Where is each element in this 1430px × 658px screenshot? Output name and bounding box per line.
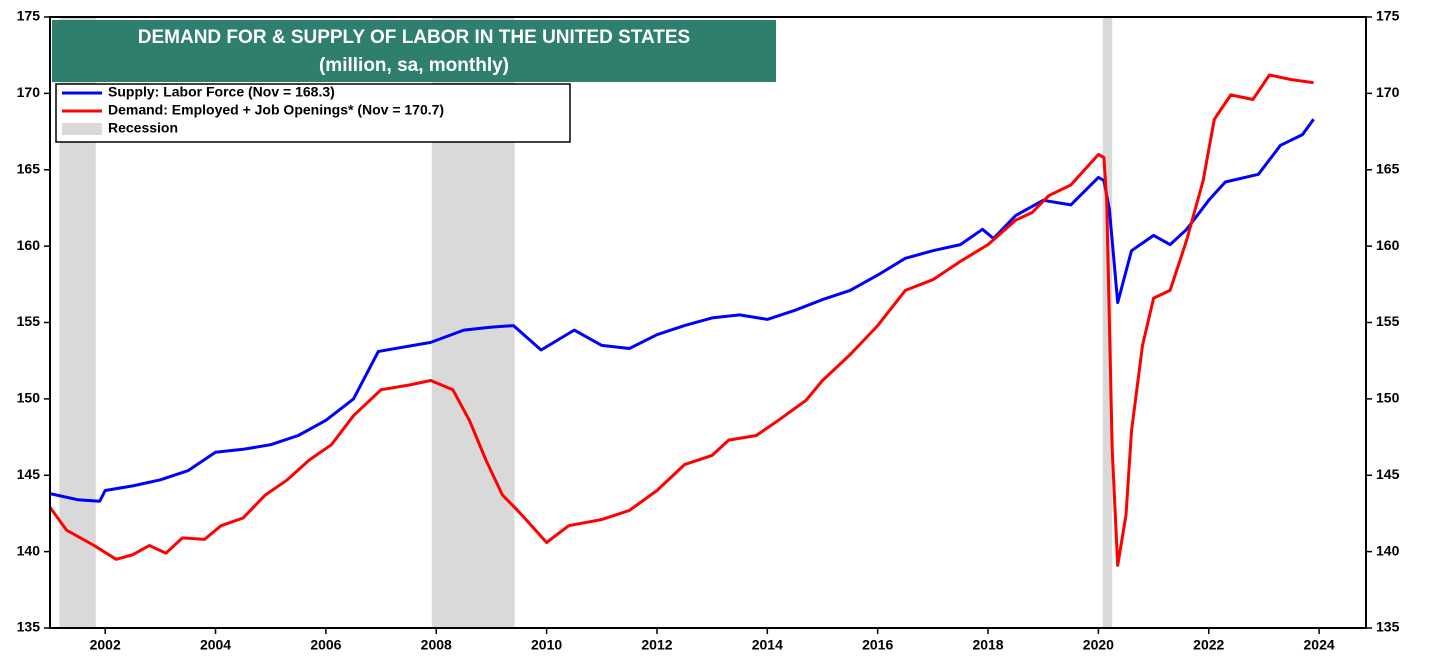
x-tick-label: 2020 — [1083, 637, 1114, 653]
y-tick-label: 170 — [17, 84, 41, 100]
y-tick-label: 160 — [17, 237, 41, 253]
y2-tick-label: 155 — [1376, 313, 1400, 329]
y-tick-label: 165 — [17, 160, 41, 176]
chart-subtitle: (million, sa, monthly) — [319, 55, 509, 76]
y-tick-label: 175 — [17, 8, 41, 24]
x-tick-label: 2022 — [1193, 637, 1224, 653]
title-box — [52, 20, 776, 82]
x-tick-label: 2024 — [1304, 637, 1335, 653]
x-tick-label: 2004 — [200, 637, 231, 653]
x-tick-label: 2010 — [531, 637, 562, 653]
legend-box — [55, 83, 571, 143]
x-tick-label: 2016 — [862, 637, 893, 653]
y-tick-label: 135 — [17, 619, 41, 635]
series-line — [48, 73, 1314, 567]
y2-tick-label: 175 — [1376, 8, 1400, 24]
x-tick-label: 2008 — [421, 637, 452, 653]
y2-tick-label: 140 — [1376, 542, 1400, 558]
legend-label: Demand: Employed + Job Openings* (Nov = … — [108, 102, 444, 118]
x-tick-label: 2014 — [752, 637, 783, 653]
y2-tick-label: 150 — [1376, 390, 1400, 406]
legend-label: Recession — [108, 120, 178, 136]
chart-title: DEMAND FOR & SUPPLY OF LABOR IN THE UNIT… — [138, 27, 690, 48]
x-tick-label: 2006 — [310, 637, 341, 653]
y2-tick-label: 165 — [1376, 160, 1400, 176]
y-tick-label: 145 — [17, 466, 41, 482]
y2-tick-label: 170 — [1376, 84, 1400, 100]
y-tick-label: 140 — [17, 542, 41, 558]
legend: Supply: Labor Force (Nov = 168.3) Demand:… — [55, 83, 571, 143]
series-line — [49, 118, 1315, 503]
x-tick-label: 2018 — [972, 637, 1003, 653]
x-tick-label: 2002 — [90, 637, 121, 653]
x-tick-label: 2012 — [641, 637, 672, 653]
y2-tick-label: 145 — [1376, 466, 1400, 482]
y-tick-label: 150 — [17, 390, 41, 406]
legend-swatch — [62, 123, 102, 135]
y2-tick-label: 135 — [1376, 619, 1400, 635]
legend-label: Supply: Labor Force (Nov = 168.3) — [108, 84, 335, 100]
recession-band — [1102, 17, 1113, 628]
y2-tick-label: 160 — [1376, 237, 1400, 253]
y-tick-label: 155 — [17, 313, 41, 329]
